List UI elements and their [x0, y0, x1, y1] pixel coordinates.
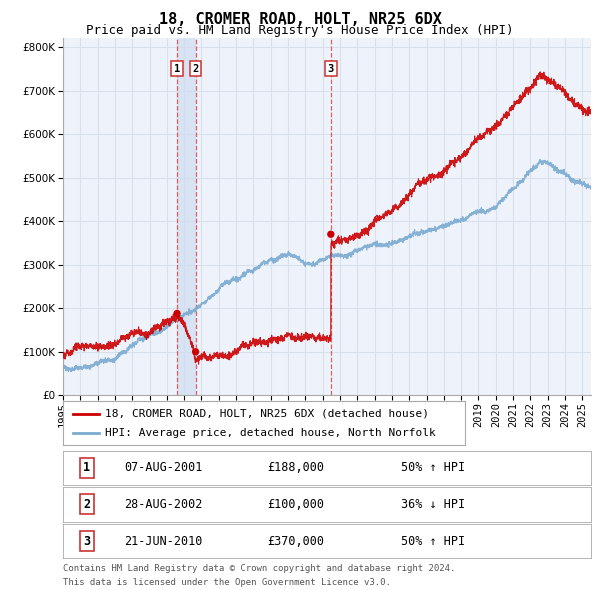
Text: 1: 1	[83, 461, 91, 474]
Text: 50% ↑ HPI: 50% ↑ HPI	[401, 535, 464, 548]
Text: 2: 2	[83, 498, 91, 511]
Point	[326, 230, 335, 239]
Text: 18, CROMER ROAD, HOLT, NR25 6DX (detached house): 18, CROMER ROAD, HOLT, NR25 6DX (detache…	[105, 409, 429, 418]
Text: This data is licensed under the Open Government Licence v3.0.: This data is licensed under the Open Gov…	[63, 578, 391, 588]
Text: 21-JUN-2010: 21-JUN-2010	[124, 535, 203, 548]
Text: 3: 3	[328, 64, 334, 74]
Point	[172, 309, 182, 318]
Text: 50% ↑ HPI: 50% ↑ HPI	[401, 461, 464, 474]
Text: 2: 2	[193, 64, 199, 74]
Text: Price paid vs. HM Land Registry's House Price Index (HPI): Price paid vs. HM Land Registry's House …	[86, 24, 514, 37]
Text: HPI: Average price, detached house, North Norfolk: HPI: Average price, detached house, Nort…	[105, 428, 436, 438]
Point	[191, 347, 200, 356]
Text: £100,000: £100,000	[267, 498, 324, 511]
Bar	[177, 38, 196, 395]
Text: 1: 1	[174, 64, 180, 74]
Text: £370,000: £370,000	[267, 535, 324, 548]
Text: 36% ↓ HPI: 36% ↓ HPI	[401, 498, 464, 511]
Text: Contains HM Land Registry data © Crown copyright and database right 2024.: Contains HM Land Registry data © Crown c…	[63, 564, 455, 573]
Text: 07-AUG-2001: 07-AUG-2001	[124, 461, 203, 474]
Text: 28-AUG-2002: 28-AUG-2002	[124, 498, 203, 511]
Text: 18, CROMER ROAD, HOLT, NR25 6DX: 18, CROMER ROAD, HOLT, NR25 6DX	[158, 12, 442, 27]
Text: £188,000: £188,000	[267, 461, 324, 474]
Text: 3: 3	[83, 535, 91, 548]
